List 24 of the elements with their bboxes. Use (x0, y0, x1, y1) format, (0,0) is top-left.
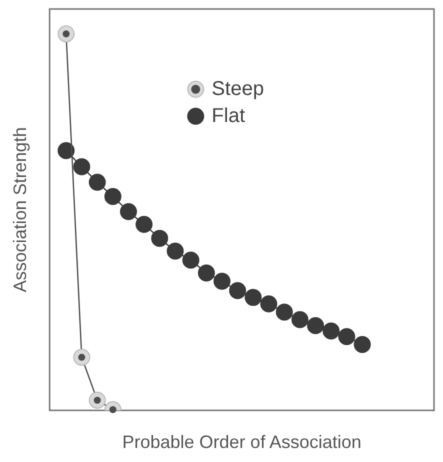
y-axis-title: Association Strength (10, 127, 30, 292)
point (182, 252, 200, 269)
point (291, 311, 308, 328)
point (307, 317, 324, 334)
legend-label: Flat (212, 104, 246, 127)
point (229, 282, 246, 300)
point (120, 203, 137, 220)
point (214, 272, 231, 290)
point (260, 295, 278, 312)
point (338, 328, 356, 346)
legend-label: Steep (212, 78, 264, 100)
point (73, 158, 90, 176)
point (322, 322, 340, 340)
point (136, 216, 153, 233)
point (151, 230, 168, 247)
point (58, 142, 75, 160)
point (104, 188, 122, 206)
x-axis-title: Probable Order of Association (122, 432, 362, 452)
point (198, 264, 215, 282)
point (88, 174, 106, 191)
point (244, 288, 262, 306)
point (354, 336, 371, 354)
point (276, 304, 293, 321)
point (166, 242, 184, 260)
